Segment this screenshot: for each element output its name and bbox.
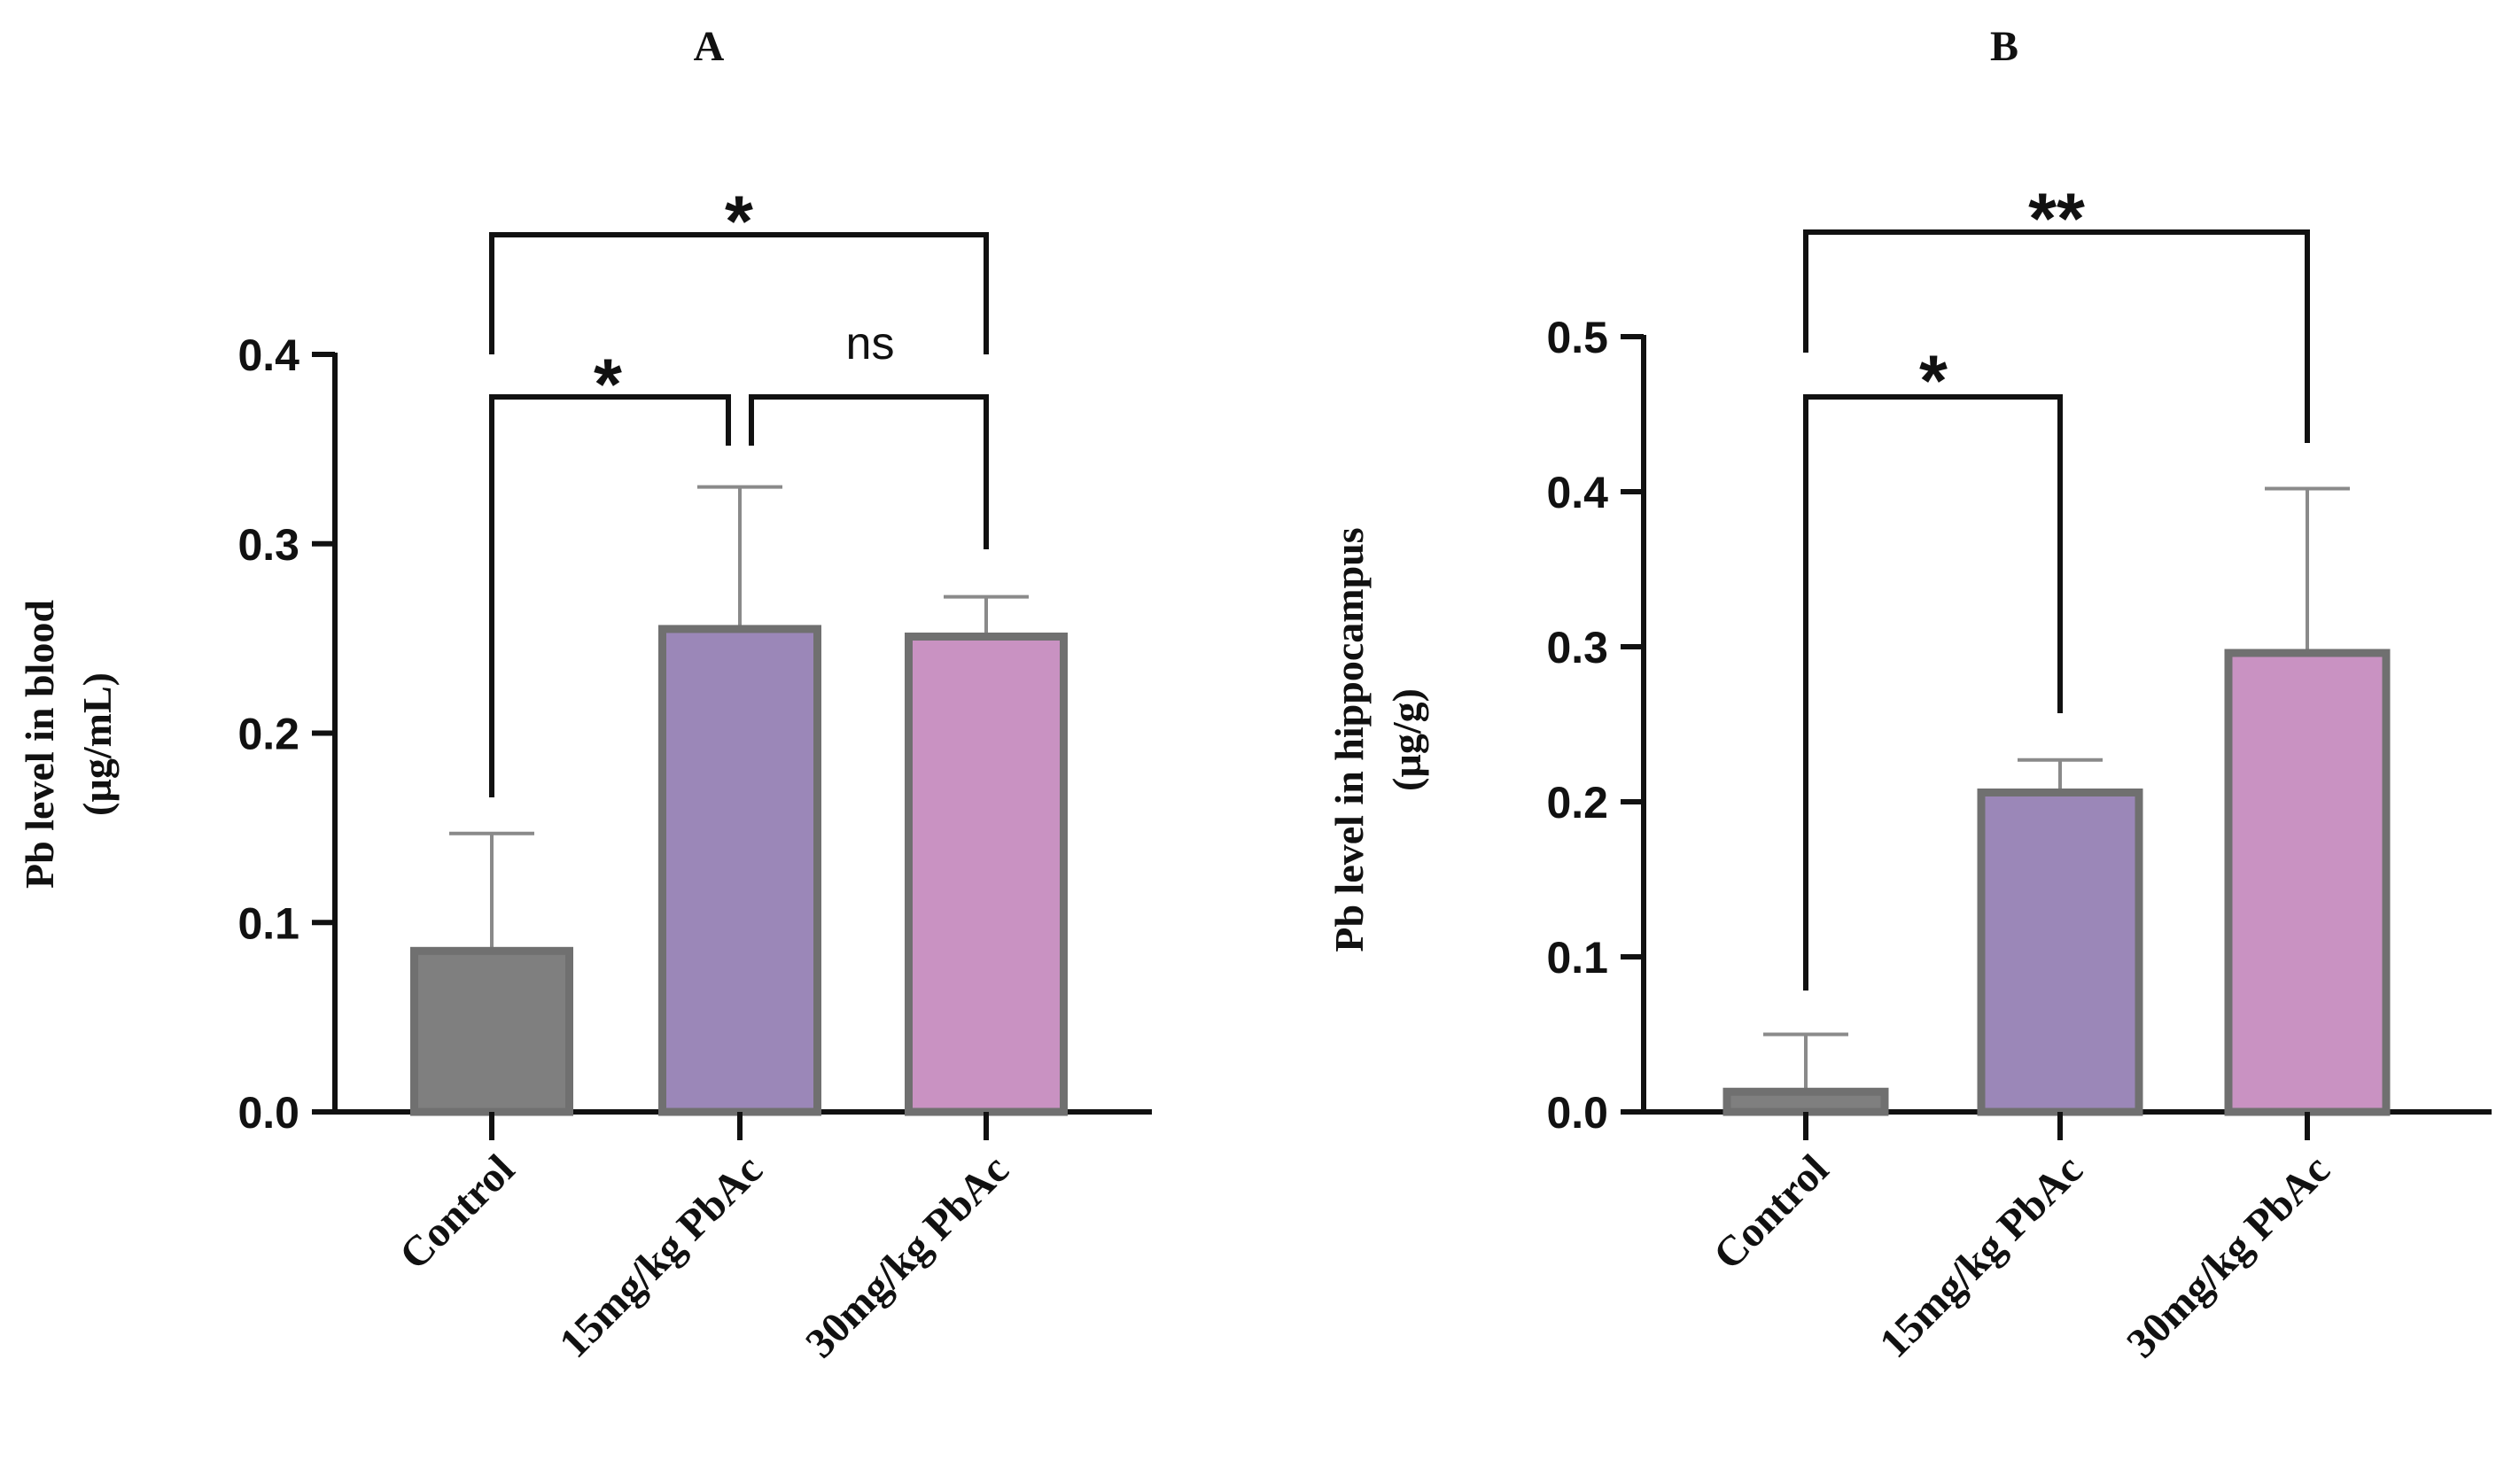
panel-a-category-label: 30mg/kg PbAc bbox=[797, 1146, 1018, 1367]
panel-b-category-label: 30mg/kg PbAc bbox=[2118, 1146, 2339, 1367]
panel-a-ytick-label: 0.1 bbox=[237, 898, 299, 948]
panel-b-bar bbox=[1977, 789, 2143, 1116]
panel-a-ylabel: (µg/mL) bbox=[74, 672, 120, 816]
panel-b-significance-label: * bbox=[1919, 341, 1948, 422]
panel-a-bar bbox=[410, 946, 573, 1116]
panel-b-significance-label: ** bbox=[2028, 179, 2085, 260]
panel-b-ytick-label: 0.4 bbox=[1546, 468, 1608, 517]
panel-b-significance-bracket bbox=[1803, 229, 2310, 443]
panel-a-ytick-label: 0.4 bbox=[237, 330, 299, 380]
panel-b-bar bbox=[2224, 649, 2391, 1116]
panel-a-bar bbox=[905, 632, 1068, 1116]
panel-a-significance-bracket bbox=[489, 232, 989, 354]
panel-b-label: B bbox=[1990, 23, 2018, 70]
panel-a-significance-bracket bbox=[749, 394, 989, 549]
panel-a-category-label: Control bbox=[391, 1146, 524, 1278]
panel-b-bar bbox=[1722, 1087, 1889, 1116]
panel-b-category-label: Control bbox=[1705, 1146, 1838, 1278]
panel-a-significance-label: * bbox=[725, 182, 753, 262]
panel-a-significance-bracket bbox=[489, 394, 731, 797]
panel-a-ylabel: Pb level in blood bbox=[17, 600, 62, 889]
panel-b-ylabel: Pb level in hippocampus bbox=[1326, 527, 1372, 952]
panel-b-ytick-label: 0.2 bbox=[1546, 778, 1608, 827]
panel-b-ytick-label: 0.1 bbox=[1546, 933, 1608, 983]
panel-a-significance-label: * bbox=[594, 345, 622, 425]
panel-a-ytick-label: 0.2 bbox=[237, 710, 299, 759]
panel-a-group: A 0.0 0.1 0.2 0.3 0.4 Control 15mg/kg PbAc 30mg/… bbox=[17, 23, 1152, 1367]
panel-a-ytick-label: 0.0 bbox=[237, 1088, 299, 1138]
panel-a-ytick-label: 0.3 bbox=[237, 520, 299, 570]
panel-b-group: B 0.0 0.1 0.2 0.3 0.4 0.5 Control 15mg/kg PbAc 30… bbox=[1326, 23, 2492, 1367]
panel-a-label: A bbox=[694, 23, 725, 70]
panel-b-ytick-label: 0.0 bbox=[1546, 1088, 1608, 1138]
panel-b-ylabel: (µg/g) bbox=[1384, 688, 1429, 791]
panel-a-bar bbox=[658, 625, 821, 1116]
panel-a-significance-label: ns bbox=[846, 318, 895, 369]
panel-b-ytick-label: 0.3 bbox=[1546, 623, 1608, 672]
panel-b-category-label: 15mg/kg PbAc bbox=[1870, 1146, 2092, 1367]
panel-b-ytick-label: 0.5 bbox=[1546, 313, 1608, 362]
panel-b-significance-bracket bbox=[1803, 394, 2063, 991]
panel-a-category-label: 15mg/kg PbAc bbox=[550, 1146, 772, 1367]
